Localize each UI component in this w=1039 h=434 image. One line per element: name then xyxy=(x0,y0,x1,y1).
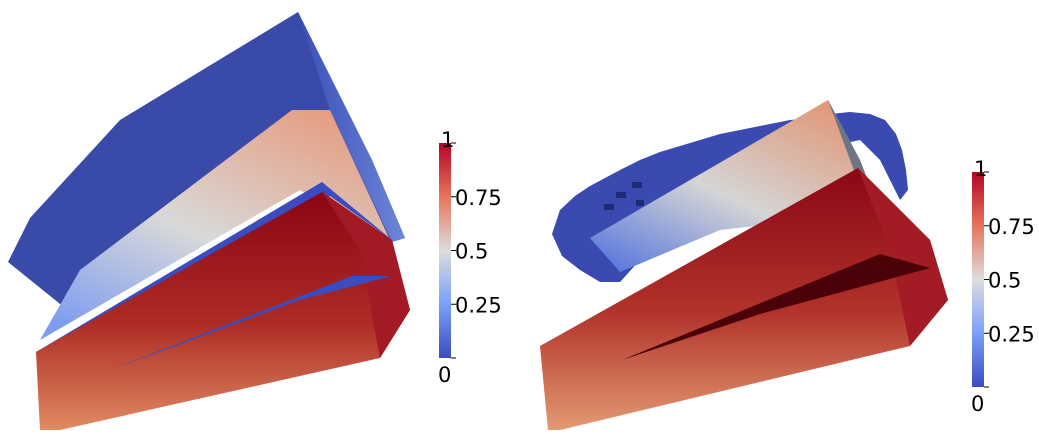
right-ring-notches xyxy=(604,182,644,210)
left-3d-render xyxy=(8,12,410,430)
left-colorbar-bar xyxy=(439,143,451,358)
right-red-side-face xyxy=(858,168,948,346)
left-blue-top-slab xyxy=(8,12,405,312)
left-colorbar: 1 0.75 0.5 0.25 0 xyxy=(438,128,502,387)
right-colorbar: 1 0.75 0.5 0.25 0 xyxy=(971,157,1035,416)
left-colorbar-tick-label: 0.5 xyxy=(455,240,488,264)
left-gradient-slab xyxy=(40,110,390,340)
right-colorbar-tick-label: 0.5 xyxy=(988,269,1021,293)
right-colorbar-bar xyxy=(972,172,984,387)
left-blue-side-face xyxy=(298,12,405,242)
left-colorbar-tick-label: 1 xyxy=(441,128,454,152)
right-red-block xyxy=(540,168,948,430)
right-colorbar-tick-label: 0.25 xyxy=(988,322,1035,346)
left-colorbar-tick-label: 0.25 xyxy=(455,293,502,317)
right-colorbar-tick-label: 1 xyxy=(974,157,987,181)
left-colorbar-tick-label: 0 xyxy=(438,363,451,387)
left-red-top-face xyxy=(36,192,410,430)
right-crack-wedge xyxy=(622,254,930,360)
right-colorbar-tick-label: 0.75 xyxy=(988,215,1035,239)
right-colorbar-tick-label: 0 xyxy=(971,392,984,416)
left-colorbar-tick-label: 0.75 xyxy=(455,186,502,210)
right-3d-render xyxy=(540,100,948,430)
left-red-side-face xyxy=(322,192,410,358)
right-gradient-slab xyxy=(590,100,880,272)
